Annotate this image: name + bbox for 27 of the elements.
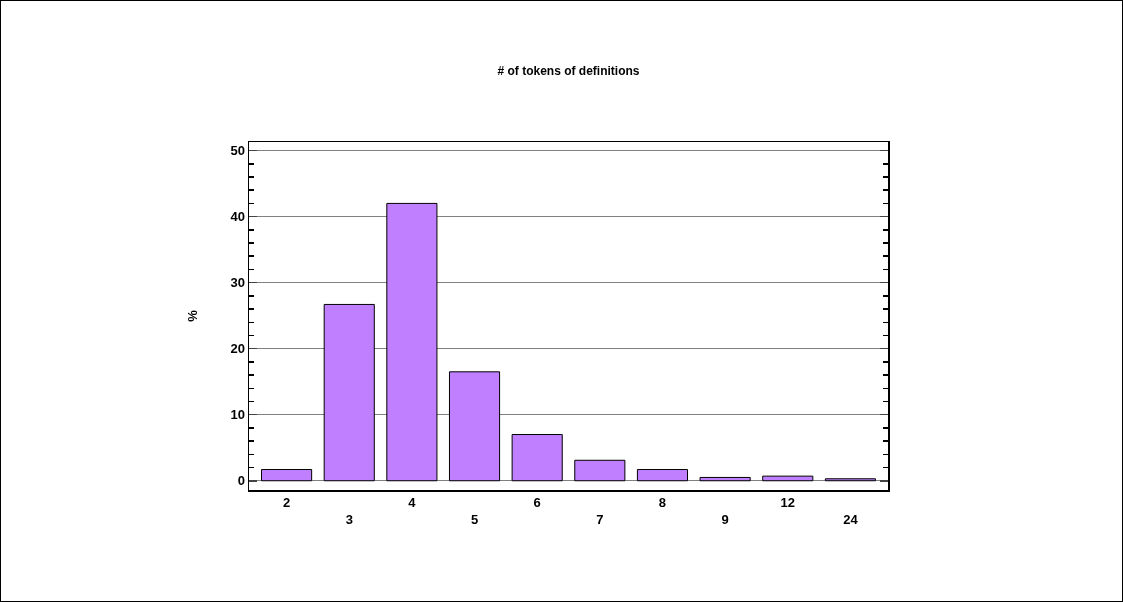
bar bbox=[261, 469, 313, 482]
x-tick-label: 4 bbox=[408, 495, 417, 511]
x-tick-label: 8 bbox=[658, 495, 667, 511]
bar bbox=[386, 202, 438, 482]
x-tick-label: 2 bbox=[282, 495, 291, 511]
x-tick-label: 7 bbox=[596, 512, 604, 527]
chart-title: # of tokens of definitions bbox=[497, 63, 640, 78]
y-tick-label: 30 bbox=[230, 275, 245, 291]
x-tick-label: 9 bbox=[721, 512, 729, 527]
x-tick-label: 6 bbox=[533, 495, 541, 511]
bar bbox=[636, 469, 689, 482]
x-tick-label: 5 bbox=[470, 512, 479, 527]
y-axis-title: % bbox=[184, 309, 200, 322]
x-tick-label: 3 bbox=[345, 512, 353, 527]
bar bbox=[699, 476, 751, 482]
y-tick-label: 20 bbox=[230, 341, 245, 357]
y-tick-label: 40 bbox=[230, 209, 245, 225]
bar bbox=[511, 434, 563, 482]
x-tick-label: 24 bbox=[843, 512, 859, 527]
bar bbox=[323, 303, 375, 482]
bar bbox=[762, 475, 814, 482]
y-tick-label: 10 bbox=[230, 407, 245, 423]
y-tick-label: 0 bbox=[237, 473, 245, 489]
bar bbox=[574, 459, 626, 482]
y-tick-label: 50 bbox=[230, 143, 245, 159]
bar bbox=[448, 371, 501, 482]
x-tick-label: 12 bbox=[780, 495, 795, 511]
